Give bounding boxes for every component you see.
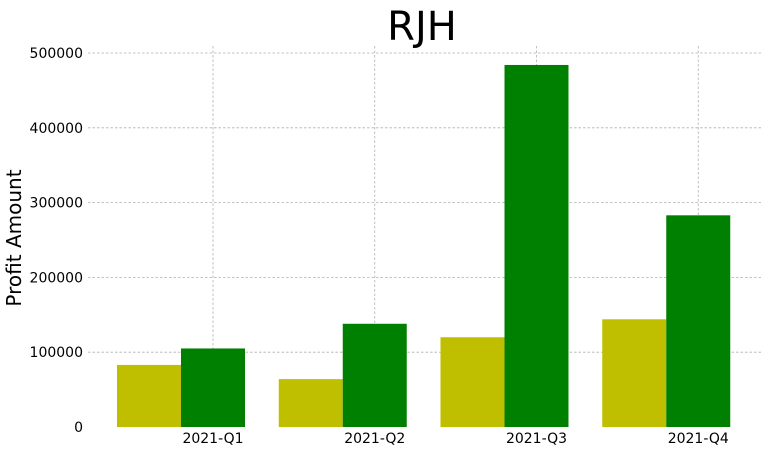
bars — [117, 64, 731, 427]
bar-series1-2021-Q2 — [278, 379, 343, 427]
y-axis-label: Profit Amount — [2, 169, 26, 306]
x-tick-label: 2021-Q2 — [344, 431, 405, 447]
x-tick-label: 2021-Q4 — [668, 431, 729, 447]
y-tick-label: 500000 — [30, 46, 83, 62]
y-tick-label: 300000 — [30, 196, 83, 212]
y-tick-labels: 0 100000 200000 300000 400000 500000 — [30, 46, 83, 436]
x-tick-label: 2021-Q1 — [182, 431, 243, 447]
y-tick-label: 0 — [74, 420, 83, 436]
bar-series2-2021-Q4 — [666, 215, 731, 427]
x-tick-label: 2021-Q3 — [506, 431, 567, 447]
bar-series2-2021-Q2 — [342, 323, 407, 427]
bar-series1-2021-Q1 — [117, 364, 181, 427]
chart-title: RJH — [387, 4, 457, 50]
x-tick-labels: 2021-Q1 2021-Q2 2021-Q3 2021-Q4 — [182, 431, 728, 447]
bar-series2-2021-Q1 — [181, 348, 245, 427]
bar-series1-2021-Q3 — [440, 337, 505, 427]
y-tick-label: 100000 — [30, 345, 83, 361]
y-tick-label: 200000 — [30, 270, 83, 286]
bar-series1-2021-Q4 — [602, 319, 667, 427]
y-tick-label: 400000 — [30, 121, 83, 137]
bar-series2-2021-Q3 — [504, 64, 569, 427]
